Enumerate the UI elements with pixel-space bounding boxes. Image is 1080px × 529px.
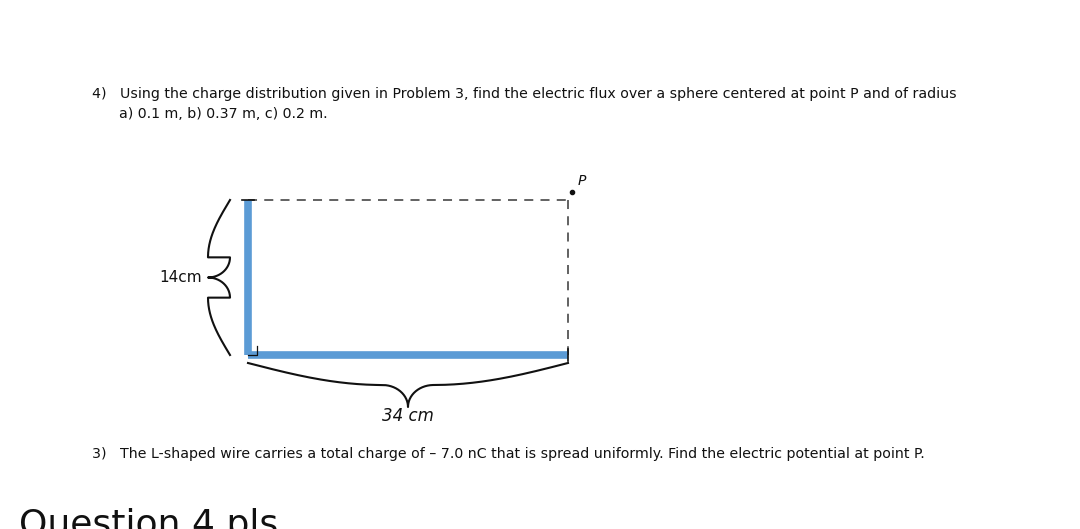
Text: Question 4 pls: Question 4 pls xyxy=(19,508,279,529)
Text: P: P xyxy=(578,174,586,188)
Text: 34 cm: 34 cm xyxy=(382,407,434,425)
Text: 4)   Using the charge distribution given in Problem 3, find the electric flux ov: 4) Using the charge distribution given i… xyxy=(92,87,957,121)
Text: 3)   The L-shaped wire carries a total charge of – 7.0 nC that is spread uniform: 3) The L-shaped wire carries a total cha… xyxy=(92,447,924,461)
Text: 14cm: 14cm xyxy=(160,270,202,285)
